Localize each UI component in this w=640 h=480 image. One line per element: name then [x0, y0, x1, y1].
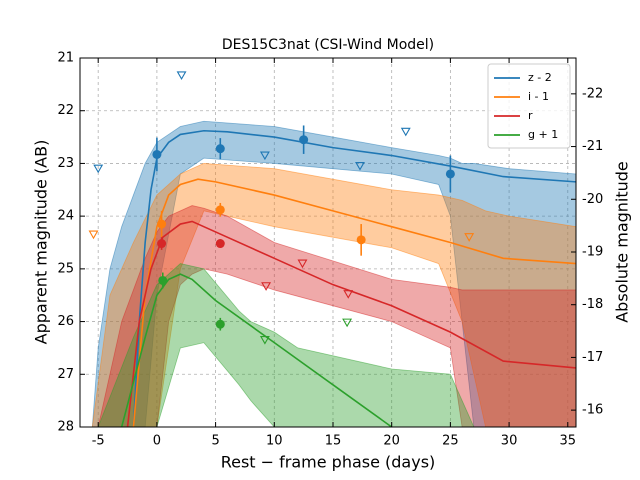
x-tick-label: -5	[92, 434, 105, 449]
axes-frame	[79, 57, 577, 428]
legend-label: r	[528, 109, 533, 122]
upper-limit	[259, 335, 270, 345]
legend-label: g + 1	[528, 128, 558, 141]
y-tick-label: 27	[57, 367, 74, 382]
detection-point	[215, 144, 225, 154]
x-tick-label: 0	[153, 434, 161, 449]
axes: -5 0 5 10 15 20 25 30 35 21 22 23 24 25 26 27 28 -22 -21 -2…	[57, 51, 603, 449]
y-tick-label: 24	[57, 209, 74, 224]
detection-point	[215, 239, 225, 249]
upper-limit	[259, 151, 270, 161]
y2-tick-label: -21	[582, 139, 603, 154]
y-tick-label: 22	[57, 103, 74, 118]
y-tick-label: 26	[57, 314, 74, 329]
legend: z - 2 i - 1 r g + 1	[487, 63, 571, 149]
x-tick-label: 25	[442, 434, 459, 449]
upper-limit	[355, 162, 365, 171]
upper-limit	[88, 230, 99, 240]
detection-point	[157, 219, 167, 229]
legend-box	[487, 63, 571, 149]
y2-tick-label: -20	[582, 192, 603, 207]
detection-point	[356, 235, 366, 245]
confidence-band	[91, 120, 576, 427]
confidence-band	[97, 205, 576, 427]
y-tick-label: 28	[57, 420, 74, 435]
upper-limit	[464, 233, 475, 242]
x-tick-label: 30	[501, 434, 518, 449]
y2-tick-label: -18	[582, 297, 603, 312]
detection-point	[152, 149, 162, 159]
y2-tick-label: -19	[582, 244, 603, 259]
detection-point	[157, 239, 167, 249]
upper-limit	[400, 127, 411, 137]
x-tick-label: 15	[325, 434, 342, 449]
upper-limit	[261, 282, 272, 291]
y2-tick-label: -22	[582, 86, 603, 101]
confidence-band	[91, 163, 576, 427]
legend-label: i - 1	[528, 90, 549, 103]
upper-limit	[176, 71, 187, 81]
y-tick-label: 23	[57, 156, 74, 171]
upper-limit	[343, 290, 354, 299]
y2-tick-label: -17	[582, 350, 603, 365]
upper-limit	[342, 318, 353, 328]
y2-tick-label: -16	[582, 403, 603, 418]
detection-point	[215, 319, 225, 329]
detection-point	[299, 135, 309, 145]
legend-label: z - 2	[528, 71, 552, 84]
x-axis-label: Rest − frame phase (days)	[221, 453, 436, 472]
detection-point	[445, 169, 455, 179]
detection-point	[158, 275, 168, 285]
model-line	[120, 273, 393, 427]
x-tick-label: 10	[266, 434, 283, 449]
model-line	[132, 178, 576, 427]
confidence-band	[97, 263, 475, 427]
y2-axis-label: Absolute magnitude	[613, 161, 632, 323]
x-tick-label: 5	[211, 434, 219, 449]
model-line	[132, 129, 576, 427]
upper-limit	[297, 259, 308, 269]
y-axis-label: Apparent magnitude (AB)	[32, 140, 51, 345]
x-tick-label: 20	[383, 434, 400, 449]
detection-point	[215, 205, 225, 215]
x-tick-label: 35	[560, 434, 577, 449]
chart-title: DES15C3nat (CSI-Wind Model)	[222, 37, 434, 53]
y-tick-label: 21	[57, 51, 74, 66]
plot-area	[88, 71, 576, 427]
upper-limit	[93, 164, 104, 174]
y-tick-label: 25	[57, 261, 74, 276]
model-line	[126, 220, 576, 427]
